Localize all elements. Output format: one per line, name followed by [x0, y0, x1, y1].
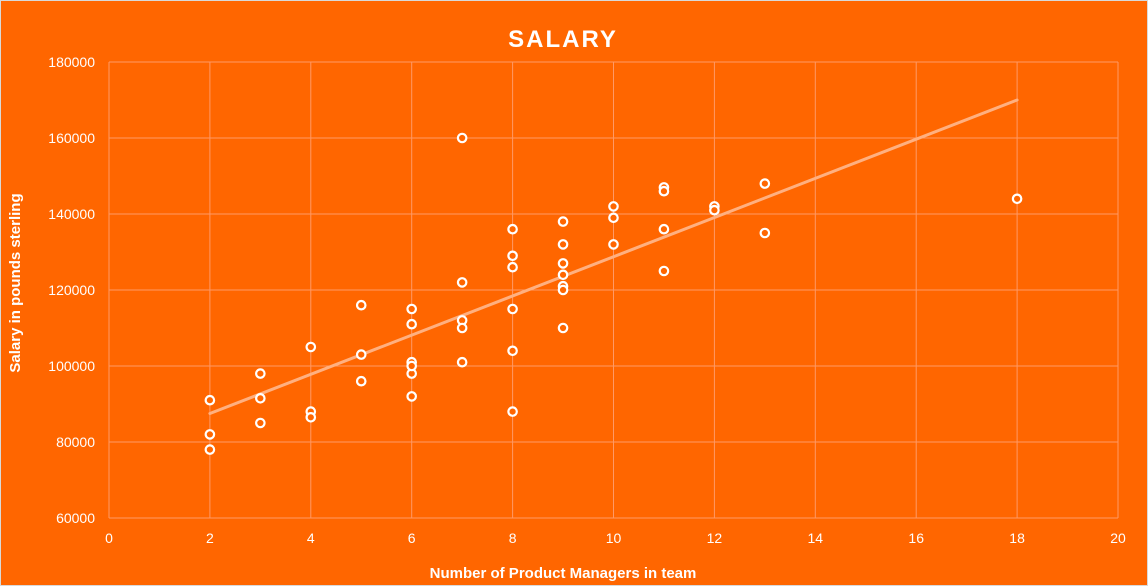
data-point — [406, 303, 417, 315]
data-point — [557, 269, 569, 281]
data-point — [456, 356, 468, 368]
data-point — [759, 178, 771, 189]
data-point — [557, 322, 569, 334]
x-tick-label: 14 — [808, 530, 824, 546]
x-tick-label: 20 — [1110, 530, 1126, 546]
trendline — [208, 98, 1019, 415]
x-tick-label: 4 — [307, 530, 315, 546]
data-point — [255, 368, 266, 379]
data-point — [1011, 193, 1023, 205]
data-point — [658, 265, 670, 277]
y-tick-label: 140000 — [48, 206, 95, 222]
data-points — [204, 132, 1023, 455]
data-point — [507, 250, 518, 262]
x-tick-label: 10 — [606, 530, 622, 546]
data-point — [406, 391, 417, 402]
data-point — [608, 212, 619, 224]
y-tick-label: 60000 — [56, 510, 95, 526]
x-tick-label: 0 — [105, 530, 113, 546]
data-point — [456, 132, 468, 144]
data-point — [406, 318, 417, 330]
data-point — [456, 322, 468, 334]
y-tick-label: 120000 — [48, 282, 95, 298]
x-tick-label: 8 — [509, 530, 517, 546]
data-point — [255, 392, 266, 404]
data-point — [658, 185, 670, 197]
data-point — [759, 227, 771, 239]
data-point — [355, 375, 367, 387]
data-point — [204, 394, 216, 406]
data-point — [709, 204, 720, 216]
data-point — [355, 349, 367, 360]
data-point — [456, 277, 468, 288]
data-point — [305, 341, 317, 353]
trendline-line — [208, 98, 1019, 415]
data-point — [507, 303, 518, 315]
data-point — [406, 360, 417, 372]
y-tick-label: 80000 — [56, 434, 95, 450]
data-point — [507, 261, 518, 273]
data-point — [507, 223, 518, 235]
gridlines — [108, 61, 1119, 519]
data-point — [305, 411, 317, 423]
data-point — [204, 444, 216, 455]
x-tick-label: 16 — [908, 530, 924, 546]
x-axis-title: Number of Product Managers in team — [430, 565, 697, 582]
data-point — [507, 406, 518, 417]
x-tick-label: 2 — [206, 530, 214, 546]
y-axis-title: Salary in pounds sterling — [7, 193, 24, 372]
data-point — [507, 345, 518, 357]
y-tick-label: 180000 — [48, 54, 95, 70]
data-point — [557, 284, 569, 296]
data-point — [557, 258, 569, 269]
data-point — [355, 299, 367, 311]
y-tick-label: 160000 — [48, 130, 95, 146]
data-point — [608, 239, 619, 250]
y-axis-ticks: 60000 80000 100000 120000 140000 160000 180000 — [48, 54, 95, 526]
x-tick-label: 12 — [707, 530, 723, 546]
data-point — [557, 216, 569, 227]
data-point — [557, 239, 569, 250]
x-tick-label: 18 — [1009, 530, 1025, 546]
x-axis-ticks: 0 2 4 6 8 10 12 14 16 18 20 — [105, 530, 1126, 546]
data-point — [255, 417, 266, 429]
y-tick-label: 100000 — [48, 358, 95, 374]
data-point — [658, 223, 670, 235]
chart-title: SALARY — [508, 26, 618, 53]
data-point — [204, 429, 216, 440]
data-point — [608, 201, 619, 212]
x-tick-label: 6 — [408, 530, 416, 546]
